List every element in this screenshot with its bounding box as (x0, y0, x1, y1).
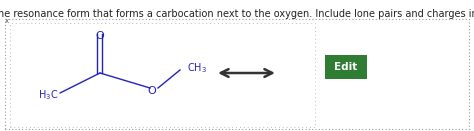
Bar (5, 19, 469, 129)
Text: H$_3$C: H$_3$C (38, 88, 58, 102)
Bar (10, 23, 315, 127)
Bar (325, 55, 367, 79)
Text: O: O (96, 31, 104, 41)
Text: O: O (147, 86, 156, 96)
Text: Edit: Edit (334, 62, 357, 72)
Text: x: x (5, 18, 9, 24)
Text: CH$_3$: CH$_3$ (187, 61, 207, 75)
Text: In step 1 draw the resonance form that forms a carbocation next to the oxygen. I: In step 1 draw the resonance form that f… (0, 9, 474, 19)
